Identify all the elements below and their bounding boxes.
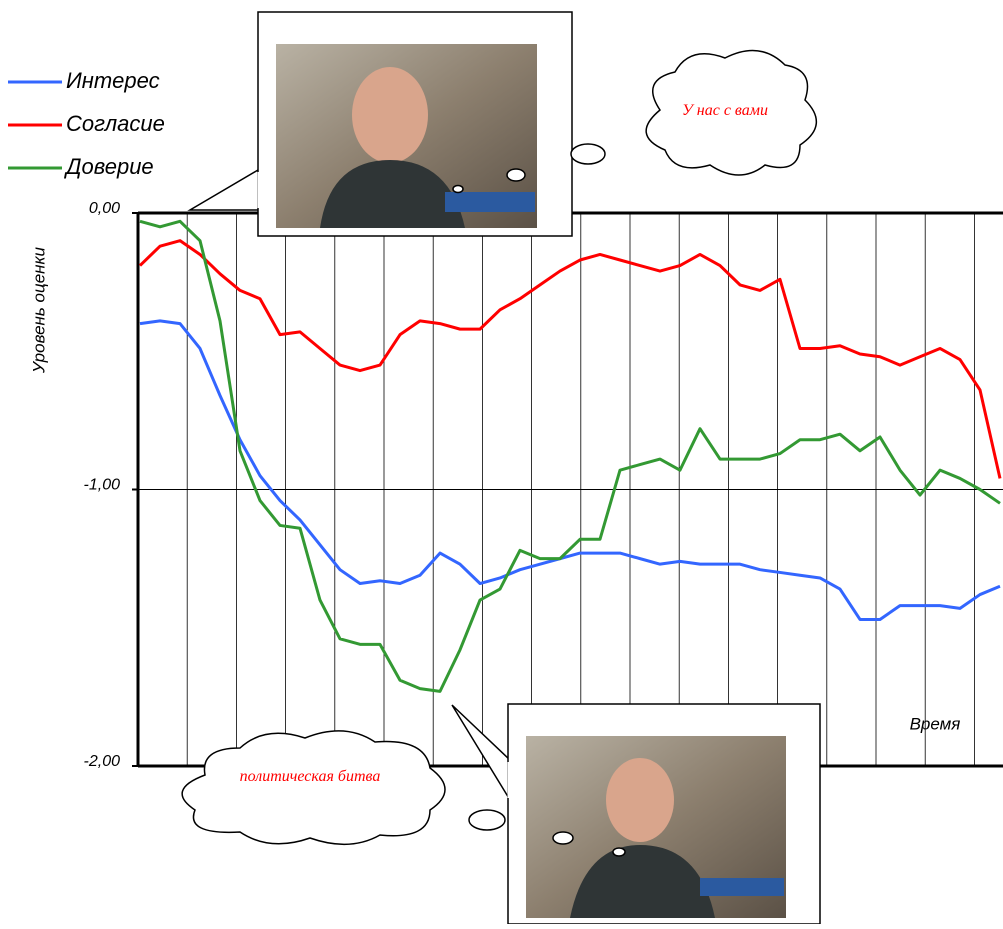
series-line	[139, 319, 1001, 621]
series-line	[138, 239, 1002, 479]
photo-callout	[187, 11, 573, 237]
legend-label: Согласие	[66, 111, 165, 136]
annotation: У нас с вами	[682, 102, 768, 119]
legend-label: Доверие	[63, 154, 154, 179]
photo-callout	[451, 703, 821, 925]
thought-cloud: У нас с вами	[452, 49, 817, 194]
thought-cloud: политическая битва	[181, 730, 626, 857]
y-tick-label: -2,00	[84, 753, 121, 770]
legend-label: Интерес	[66, 68, 160, 93]
series-line	[139, 219, 1001, 693]
y-tick-label: 0,00	[89, 200, 120, 217]
y-axis-label: Уровень оценки	[29, 246, 48, 374]
legend: Интерес Согласие Доверие	[8, 68, 165, 179]
x-axis-label: Время	[910, 714, 961, 733]
annotation: политическая битва	[239, 768, 381, 785]
y-tick-label: -1,00	[84, 477, 121, 494]
